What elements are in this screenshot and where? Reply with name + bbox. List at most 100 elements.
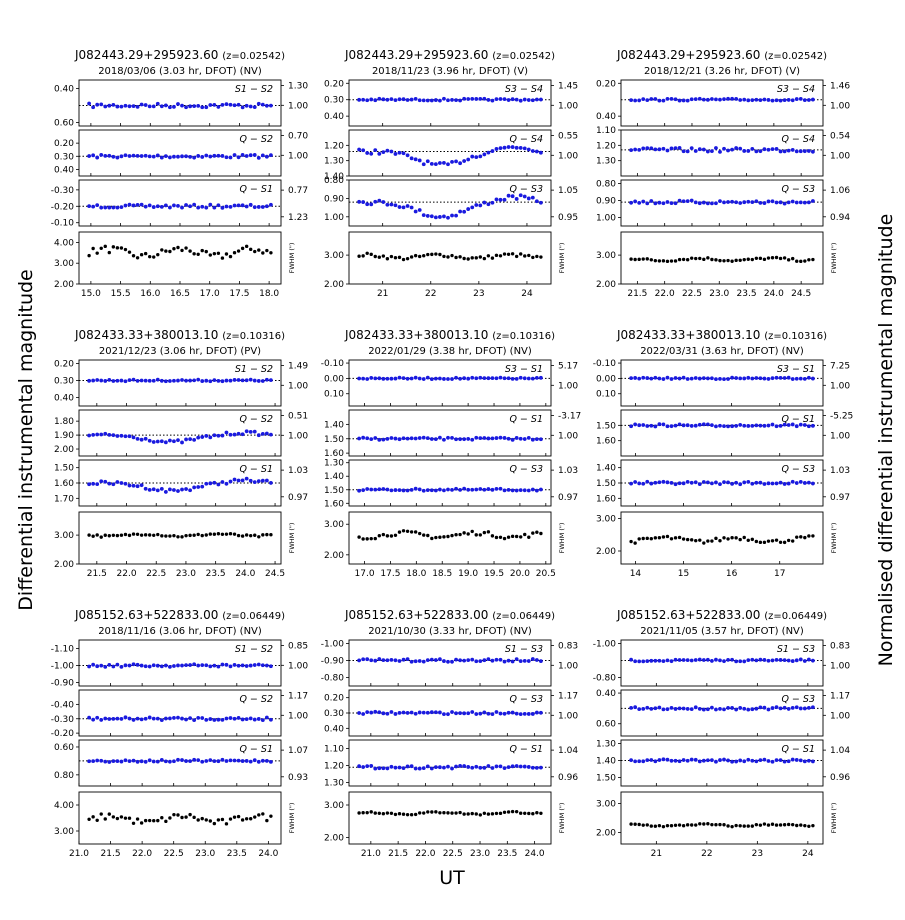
data-point	[798, 200, 803, 205]
y-tick-label: 3.00	[596, 515, 616, 525]
fwhm-point	[786, 822, 791, 827]
data-point	[653, 97, 658, 101]
fwhm-point	[253, 249, 257, 254]
data-point	[522, 658, 527, 663]
data-point	[649, 706, 654, 711]
y-tick-label: 1.60	[324, 449, 344, 459]
data-point	[669, 424, 674, 429]
data-point	[260, 431, 265, 436]
fwhm-point	[762, 822, 767, 826]
fwhm-point	[446, 811, 450, 815]
data-point	[269, 759, 273, 764]
data-point	[502, 97, 507, 102]
data-point	[794, 758, 799, 762]
data-point	[742, 659, 747, 664]
data-point	[159, 378, 164, 383]
fwhm-point	[373, 536, 377, 541]
right-tick-label: 1.00	[830, 101, 850, 111]
fwhm-point	[653, 824, 658, 828]
data-point	[163, 103, 168, 108]
data-point	[220, 717, 225, 722]
fwhm-point	[470, 256, 474, 260]
data-point	[139, 483, 144, 488]
fwhm-point	[409, 530, 414, 534]
data-point	[139, 717, 144, 722]
data-point	[486, 202, 491, 207]
data-point	[806, 375, 811, 380]
subplot-8: J085152.63+522833.00 (z=0.06449)2021/10/…	[321, 608, 579, 859]
data-point	[470, 487, 475, 492]
x-axis: 21.5 22.0 22.5 23.0 23.5 24.0 24.5	[87, 403, 285, 579]
fwhm-point	[710, 539, 714, 543]
data-point	[192, 437, 197, 442]
fwhm-point	[750, 537, 754, 542]
data-point	[653, 658, 658, 663]
y-tick-label: 1.20	[324, 762, 344, 772]
data-point	[397, 710, 402, 715]
data-point	[474, 435, 479, 440]
data-point	[107, 717, 112, 721]
data-point	[232, 758, 237, 763]
fwhm-point	[176, 245, 180, 250]
data-point	[99, 102, 104, 107]
data-point	[498, 375, 503, 380]
fwhm-point	[152, 533, 156, 537]
data-point	[401, 151, 406, 156]
x-tick-label: 23	[473, 289, 484, 299]
data-point	[228, 378, 233, 383]
data-point	[722, 97, 726, 102]
data-point	[762, 376, 767, 381]
data-point	[494, 147, 499, 151]
data-point	[377, 151, 382, 156]
data-point	[95, 482, 100, 487]
subplot-title: J085152.63+522833.00 (z=0.06449)	[616, 608, 827, 622]
fwhm-point	[629, 822, 633, 826]
data-point	[163, 154, 168, 159]
fwhm-point	[164, 534, 168, 538]
fwhm-point	[87, 817, 91, 822]
fwhm-point	[244, 533, 249, 537]
data-point	[200, 435, 205, 439]
data-point	[750, 200, 755, 205]
data-point	[240, 105, 245, 110]
data-point	[685, 98, 690, 103]
right-tick-label: 0.55	[558, 132, 578, 142]
data-point	[762, 97, 767, 102]
data-point	[252, 153, 257, 157]
fwhm-point	[807, 824, 811, 829]
data-point	[811, 481, 815, 486]
data-point	[413, 659, 418, 664]
data-point	[806, 424, 811, 429]
data-point	[794, 200, 799, 205]
data-point	[701, 200, 706, 205]
y-tick-label: 1.00	[324, 213, 344, 223]
data-point	[790, 479, 795, 484]
data-point	[357, 488, 361, 493]
data-point	[637, 707, 642, 712]
data-point	[208, 379, 213, 384]
data-point	[256, 101, 261, 106]
data-point	[180, 440, 184, 445]
fwhm-point	[180, 535, 184, 539]
data-point	[718, 758, 722, 762]
fwhm-point	[510, 534, 515, 539]
data-point	[673, 97, 678, 102]
data-point	[184, 759, 188, 763]
data-point	[790, 148, 795, 152]
data-point	[518, 764, 523, 769]
right-tick-label: 0.96	[830, 773, 850, 783]
data-point	[252, 378, 257, 383]
data-point	[766, 423, 771, 428]
data-point	[726, 377, 730, 381]
data-point	[405, 657, 410, 661]
data-point	[754, 199, 759, 204]
data-point	[526, 435, 531, 440]
data-point	[103, 379, 108, 383]
fwhm-point	[730, 824, 734, 829]
data-point	[208, 103, 213, 107]
right-tick-label: 1.00	[830, 381, 850, 391]
panel-label: Q − S1	[239, 464, 273, 475]
